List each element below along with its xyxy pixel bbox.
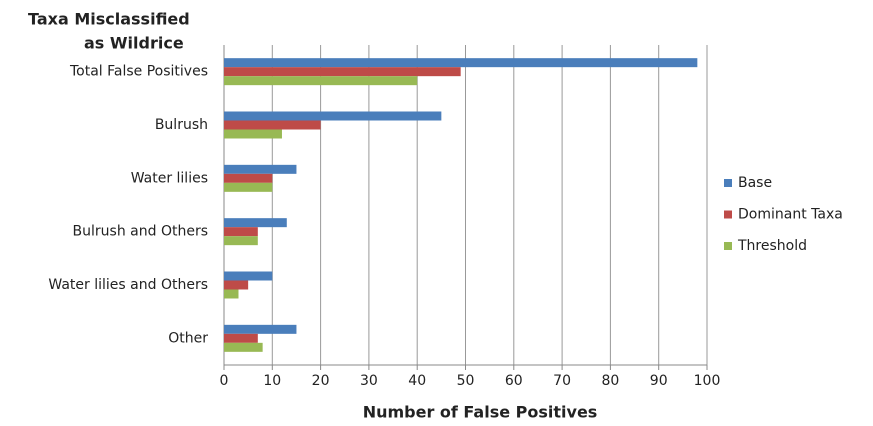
- bar: [224, 58, 698, 68]
- x-tick-label: 30: [360, 373, 378, 389]
- bar: [224, 164, 297, 174]
- x-tick-label: 0: [220, 373, 229, 389]
- legend-swatch: [724, 179, 732, 187]
- x-tick-label: 70: [553, 373, 571, 389]
- bar: [224, 333, 258, 343]
- bar: [224, 129, 282, 139]
- legend-swatch: [724, 242, 732, 250]
- x-tick-label: 100: [694, 373, 721, 389]
- bar: [224, 324, 297, 334]
- bar: [224, 76, 418, 86]
- bar: [224, 271, 273, 281]
- x-tick-label: 40: [408, 373, 426, 389]
- y-tick-label: Bulrush: [155, 117, 208, 133]
- legend-label: Dominant Taxa: [738, 207, 843, 223]
- legend-label: Threshold: [737, 238, 807, 254]
- x-axis-title: Number of False Positives: [363, 403, 598, 422]
- bar: [224, 218, 287, 228]
- bar: [224, 280, 249, 290]
- bar: [224, 236, 258, 246]
- x-tick-label: 80: [601, 373, 619, 389]
- bar: [224, 111, 442, 121]
- bar: [224, 182, 273, 192]
- x-tick-label: 60: [505, 373, 523, 389]
- chart-title: as Wildrice: [84, 34, 184, 53]
- x-tick-label: 90: [650, 373, 668, 389]
- chart-title: Taxa Misclassified: [28, 10, 190, 29]
- x-tick-label: 20: [312, 373, 330, 389]
- bar: [224, 227, 258, 237]
- bar: [224, 289, 239, 299]
- x-tick-label: 50: [457, 373, 475, 389]
- bar: [224, 342, 263, 352]
- bar: [224, 67, 461, 77]
- y-tick-label: Bulrush and Others: [73, 224, 208, 240]
- y-tick-label: Total False Positives: [69, 64, 208, 80]
- y-tick-label: Other: [168, 330, 208, 346]
- legend-swatch: [724, 210, 732, 219]
- legend-label: Base: [738, 175, 772, 191]
- bar: [224, 173, 273, 183]
- bar: [224, 120, 321, 130]
- y-tick-label: Water lilies: [131, 170, 208, 186]
- x-tick-label: 10: [263, 373, 281, 389]
- y-tick-label: Water lilies and Others: [48, 277, 208, 293]
